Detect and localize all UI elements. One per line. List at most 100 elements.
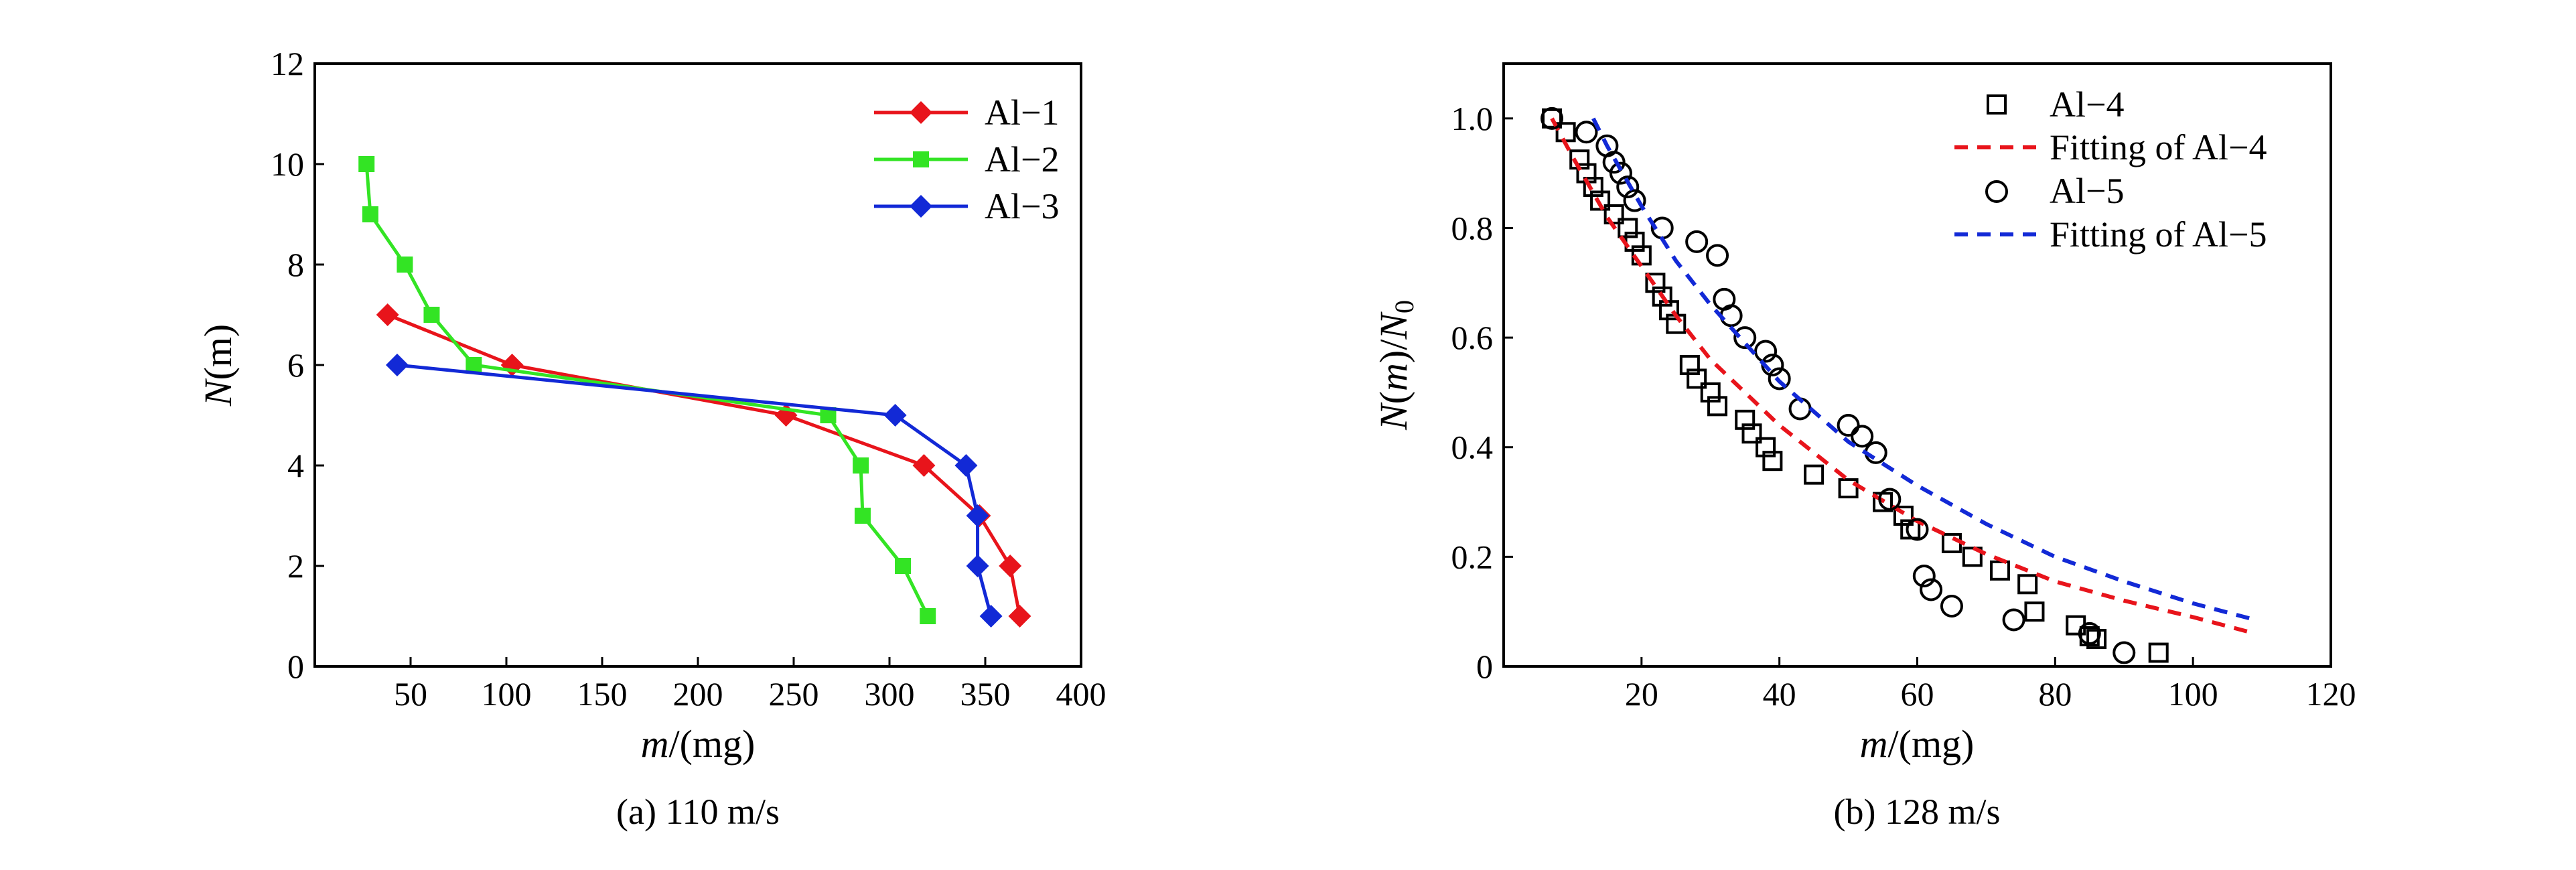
legend-entry-fit-al5: Fitting of Al−5: [1954, 214, 2267, 255]
legend-label: Al−2: [985, 139, 1059, 179]
data-point-al-5: [1719, 304, 1743, 328]
data-point-al-4: [1707, 396, 1728, 417]
data-point-al-5: [1754, 340, 1778, 363]
x-tick-label: 150: [577, 675, 628, 713]
data-point-al-5: [1920, 578, 1943, 601]
data-point-al-2: [397, 257, 413, 273]
data-point-al-4: [1687, 368, 1707, 389]
data-point-al-5: [2113, 641, 2136, 664]
x-tick-label: 120: [2306, 675, 2356, 713]
data-point-al-2: [853, 457, 869, 474]
data-point-al-5: [1616, 175, 1640, 199]
y-axis-label-a: N(m): [196, 324, 240, 407]
data-point-al-5: [1906, 518, 1929, 541]
y-tick-label: 2: [287, 547, 304, 585]
legend-b: Al−4 Fitting of Al−4 Al−5 Fitting of Al−…: [1954, 84, 2267, 255]
data-point-al-2: [423, 307, 440, 323]
data-point-al-4: [1700, 382, 1721, 403]
data-point-al-1: [999, 555, 1022, 577]
data-point-al-2: [362, 206, 378, 222]
legend-label: Al−1: [985, 92, 1059, 133]
x-axis-label-a: m/(mg): [641, 722, 756, 766]
y-tick-label: 0.6: [1451, 319, 1494, 356]
y-tick-label: 1.0: [1451, 100, 1494, 137]
x-tick-label: 50: [394, 675, 427, 713]
x-tick-label: 350: [960, 675, 1011, 713]
legend-label: Fitting of Al−4: [2050, 127, 2267, 167]
y-tick-label: 0.4: [1451, 429, 1494, 466]
x-axis-label-b: m/(mg): [1860, 722, 1975, 766]
data-point-al-4: [1679, 355, 1700, 375]
legend-entry-al2: Al−2: [874, 139, 1059, 179]
data-point-al-4: [2148, 642, 2169, 663]
data-point-al-4: [1762, 451, 1783, 472]
legend-entry-al1: Al−1: [874, 92, 1059, 133]
x-tick-label: 200: [673, 675, 723, 713]
series-line-fitting-of-al-5: [1591, 117, 2256, 622]
data-point-al-3: [966, 504, 989, 527]
x-tick-label: 40: [1763, 675, 1796, 713]
y-tick-label: 8: [287, 246, 304, 283]
data-point-al-5: [1685, 230, 1709, 253]
data-point-al-4: [2017, 574, 2038, 595]
legend-label: Al−3: [985, 186, 1059, 226]
y-tick-label: 0.8: [1451, 209, 1494, 246]
data-point-al-4: [1990, 560, 2010, 581]
y-tick-label: 12: [271, 45, 304, 82]
data-point-al-4: [1756, 437, 1776, 457]
data-point-al-4: [1583, 177, 1603, 198]
x-tick-label: 100: [2168, 675, 2218, 713]
data-point-al-4: [1603, 204, 1624, 224]
x-tick-label: 100: [482, 675, 532, 713]
x-tick-label: 300: [865, 675, 915, 713]
data-point-al-4: [1618, 218, 1638, 238]
y-tick-label: 6: [287, 346, 304, 384]
series-line-fitting-of-al-4: [1550, 117, 2256, 636]
y-tick-label: 10: [271, 145, 304, 183]
plot-frame-a: [313, 62, 1082, 668]
series-a: [358, 156, 1031, 628]
y-tick-label: 0: [287, 648, 304, 685]
data-point-al-4: [1941, 532, 1962, 553]
caption-a: (a) 110 m/s: [616, 792, 780, 832]
legend-entry-al5: Al−5: [1985, 171, 2124, 211]
data-point-al-5: [1851, 425, 1874, 448]
data-point-al-4: [1590, 190, 1611, 211]
data-point-al-5: [1609, 161, 1632, 185]
data-point-al-4: [1659, 300, 1679, 321]
data-point-al-5: [1541, 106, 1564, 130]
x-tick-label: 400: [1056, 675, 1106, 713]
y-tick-label: 4: [287, 447, 304, 484]
data-point-al-2: [466, 357, 482, 373]
data-point-al-4: [1741, 423, 1762, 444]
legend-a: Al−1 Al−2 Al−3: [874, 92, 1059, 226]
caption-b: (b) 128 m/s: [1834, 792, 2001, 832]
data-point-al-1: [912, 454, 936, 477]
data-point-al-5: [1733, 326, 1757, 350]
data-point-al-5: [1575, 121, 1598, 144]
y-tick-label: 0.2: [1451, 538, 1494, 575]
data-point-al-5: [1912, 565, 1936, 587]
series-b: [1541, 106, 2256, 664]
data-point-al-4: [2024, 601, 2045, 622]
data-point-al-4: [1735, 409, 1756, 430]
data-point-al-3: [966, 555, 989, 577]
data-point-al-2: [895, 558, 912, 574]
y-axis-label-b: N(m)/N0: [1372, 300, 1419, 431]
x-tick-label: 20: [1625, 675, 1658, 713]
legend-label: Al−5: [2050, 171, 2124, 211]
data-point-al-2: [854, 508, 871, 524]
data-point-al-3: [954, 454, 978, 477]
data-point-al-5: [1623, 189, 1646, 212]
y-tick-label: 0: [1476, 648, 1493, 685]
data-point-al-5: [2002, 608, 2025, 632]
legend-label: Fitting of Al−5: [2050, 214, 2267, 255]
x-tick-label: 250: [769, 675, 819, 713]
data-point-al-4: [1652, 286, 1672, 307]
data-point-al-4: [1645, 273, 1666, 293]
data-point-al-5: [1706, 244, 1729, 267]
legend-label: Al−4: [2050, 84, 2124, 125]
series-line-al-3: [397, 363, 993, 617]
